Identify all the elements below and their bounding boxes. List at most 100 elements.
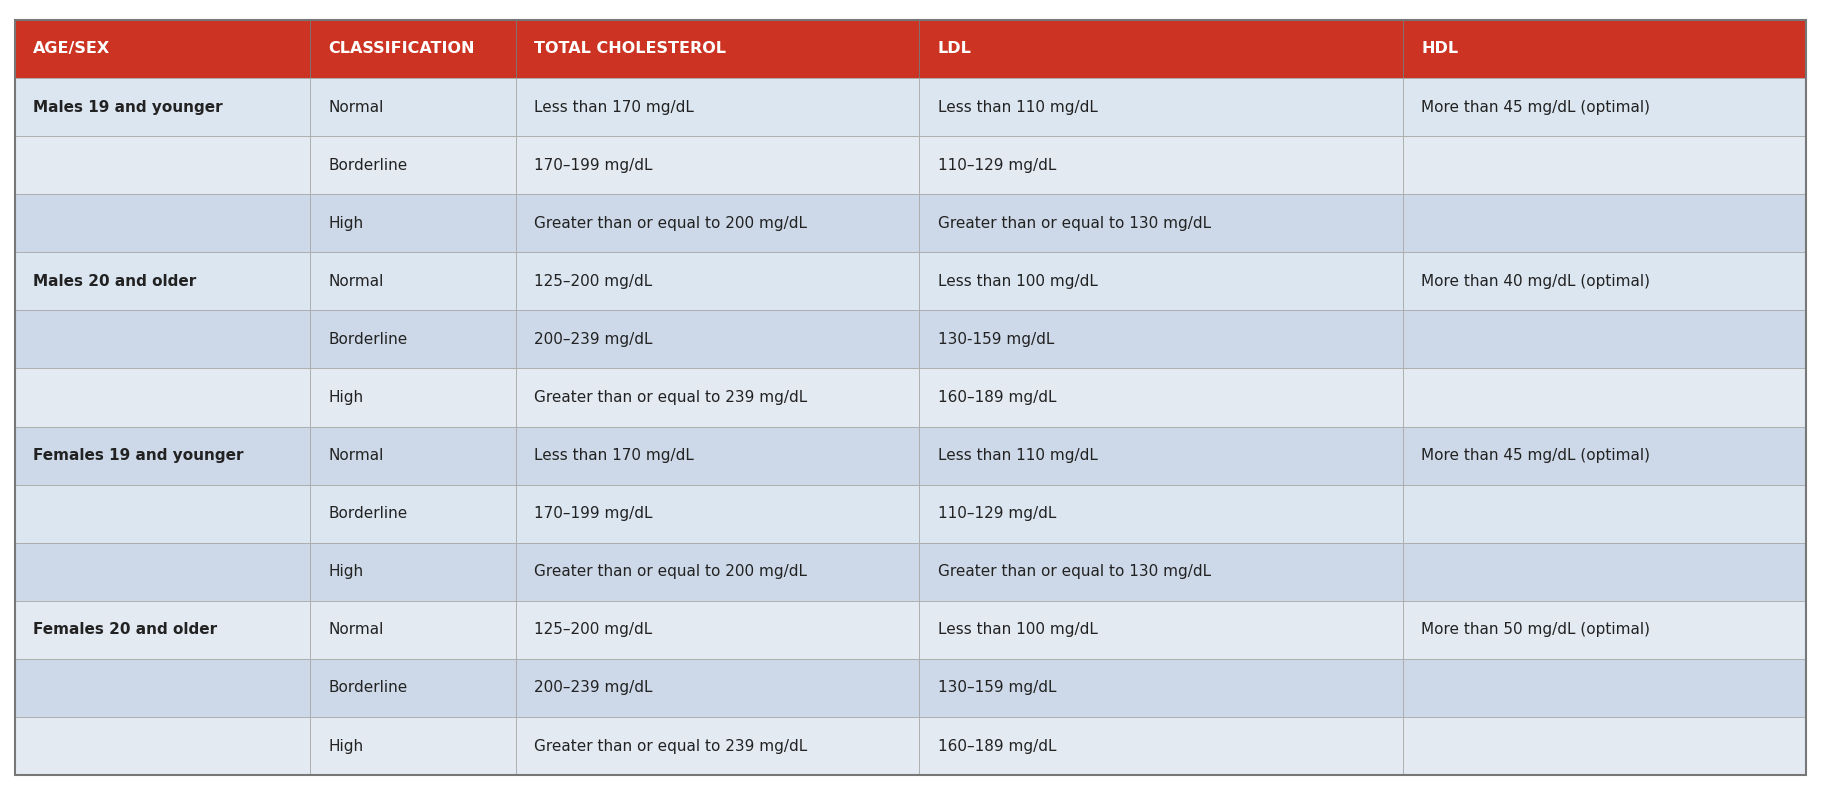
- Bar: [920, 368, 1404, 427]
- Bar: [920, 252, 1404, 310]
- Bar: [517, 368, 920, 427]
- Text: Females 19 and younger: Females 19 and younger: [33, 448, 244, 463]
- Bar: [15, 543, 310, 601]
- Text: 110–129 mg/dL: 110–129 mg/dL: [938, 157, 1056, 173]
- Text: 160–189 mg/dL: 160–189 mg/dL: [938, 739, 1056, 754]
- Bar: [15, 194, 310, 252]
- Text: More than 45 mg/dL (optimal): More than 45 mg/dL (optimal): [1422, 99, 1650, 114]
- Text: Greater than or equal to 130 mg/dL: Greater than or equal to 130 mg/dL: [938, 215, 1211, 231]
- Bar: [15, 252, 310, 310]
- Text: HDL: HDL: [1422, 41, 1459, 56]
- Bar: [517, 310, 920, 368]
- Text: Borderline: Borderline: [328, 681, 408, 696]
- Text: Borderline: Borderline: [328, 332, 408, 347]
- Bar: [517, 485, 920, 543]
- Text: Less than 100 mg/dL: Less than 100 mg/dL: [938, 273, 1098, 289]
- Bar: [310, 310, 517, 368]
- Text: Less than 110 mg/dL: Less than 110 mg/dL: [938, 99, 1098, 114]
- Text: Less than 110 mg/dL: Less than 110 mg/dL: [938, 448, 1098, 463]
- Bar: [1404, 252, 1806, 310]
- Bar: [920, 136, 1404, 194]
- Bar: [310, 543, 517, 601]
- Text: Males 19 and younger: Males 19 and younger: [33, 99, 222, 114]
- Bar: [517, 717, 920, 775]
- Bar: [517, 20, 920, 78]
- Bar: [920, 20, 1404, 78]
- Text: Less than 100 mg/dL: Less than 100 mg/dL: [938, 622, 1098, 638]
- Text: More than 50 mg/dL (optimal): More than 50 mg/dL (optimal): [1422, 622, 1650, 638]
- Bar: [517, 136, 920, 194]
- Text: More than 40 mg/dL (optimal): More than 40 mg/dL (optimal): [1422, 273, 1650, 289]
- Text: Males 20 and older: Males 20 and older: [33, 273, 197, 289]
- Text: 170–199 mg/dL: 170–199 mg/dL: [535, 506, 654, 522]
- Bar: [517, 659, 920, 717]
- Text: Normal: Normal: [328, 448, 384, 463]
- Bar: [310, 368, 517, 427]
- Bar: [517, 194, 920, 252]
- Bar: [1404, 427, 1806, 485]
- Bar: [310, 717, 517, 775]
- Bar: [920, 717, 1404, 775]
- Text: 125–200 mg/dL: 125–200 mg/dL: [535, 273, 652, 289]
- Bar: [517, 543, 920, 601]
- Bar: [310, 601, 517, 659]
- Bar: [1404, 78, 1806, 136]
- Text: 125–200 mg/dL: 125–200 mg/dL: [535, 622, 652, 638]
- Text: 160–189 mg/dL: 160–189 mg/dL: [938, 390, 1056, 405]
- Bar: [15, 136, 310, 194]
- Text: Borderline: Borderline: [328, 506, 408, 522]
- Text: High: High: [328, 564, 364, 580]
- Bar: [920, 601, 1404, 659]
- Bar: [517, 78, 920, 136]
- Text: 170–199 mg/dL: 170–199 mg/dL: [535, 157, 654, 173]
- Bar: [310, 194, 517, 252]
- Bar: [310, 20, 517, 78]
- Bar: [1404, 601, 1806, 659]
- Text: High: High: [328, 215, 364, 231]
- Text: Normal: Normal: [328, 622, 384, 638]
- Bar: [920, 78, 1404, 136]
- Text: 200–239 mg/dL: 200–239 mg/dL: [535, 332, 654, 347]
- Text: Greater than or equal to 239 mg/dL: Greater than or equal to 239 mg/dL: [535, 739, 809, 754]
- Bar: [310, 252, 517, 310]
- Text: 200–239 mg/dL: 200–239 mg/dL: [535, 681, 654, 696]
- Bar: [920, 659, 1404, 717]
- Text: AGE/SEX: AGE/SEX: [33, 41, 109, 56]
- Bar: [517, 427, 920, 485]
- Text: Greater than or equal to 239 mg/dL: Greater than or equal to 239 mg/dL: [535, 390, 809, 405]
- Bar: [1404, 136, 1806, 194]
- Bar: [310, 427, 517, 485]
- Bar: [1404, 717, 1806, 775]
- Bar: [920, 427, 1404, 485]
- Text: 110–129 mg/dL: 110–129 mg/dL: [938, 506, 1056, 522]
- Text: 130-159 mg/dL: 130-159 mg/dL: [938, 332, 1054, 347]
- Bar: [15, 659, 310, 717]
- Bar: [310, 78, 517, 136]
- Bar: [1404, 20, 1806, 78]
- Text: Normal: Normal: [328, 99, 384, 114]
- Bar: [517, 252, 920, 310]
- Text: High: High: [328, 390, 364, 405]
- Bar: [15, 427, 310, 485]
- Bar: [920, 485, 1404, 543]
- Text: High: High: [328, 739, 364, 754]
- Bar: [1404, 485, 1806, 543]
- Bar: [1404, 659, 1806, 717]
- Text: More than 45 mg/dL (optimal): More than 45 mg/dL (optimal): [1422, 448, 1650, 463]
- Text: LDL: LDL: [938, 41, 972, 56]
- Bar: [517, 601, 920, 659]
- Text: Normal: Normal: [328, 273, 384, 289]
- Bar: [1404, 368, 1806, 427]
- Bar: [15, 20, 310, 78]
- Text: TOTAL CHOLESTEROL: TOTAL CHOLESTEROL: [535, 41, 727, 56]
- Bar: [310, 136, 517, 194]
- Bar: [920, 194, 1404, 252]
- Text: 130–159 mg/dL: 130–159 mg/dL: [938, 681, 1056, 696]
- Bar: [15, 78, 310, 136]
- Bar: [920, 310, 1404, 368]
- Bar: [15, 368, 310, 427]
- Text: Greater than or equal to 130 mg/dL: Greater than or equal to 130 mg/dL: [938, 564, 1211, 580]
- Bar: [15, 310, 310, 368]
- Text: Less than 170 mg/dL: Less than 170 mg/dL: [535, 448, 694, 463]
- Text: Greater than or equal to 200 mg/dL: Greater than or equal to 200 mg/dL: [535, 215, 807, 231]
